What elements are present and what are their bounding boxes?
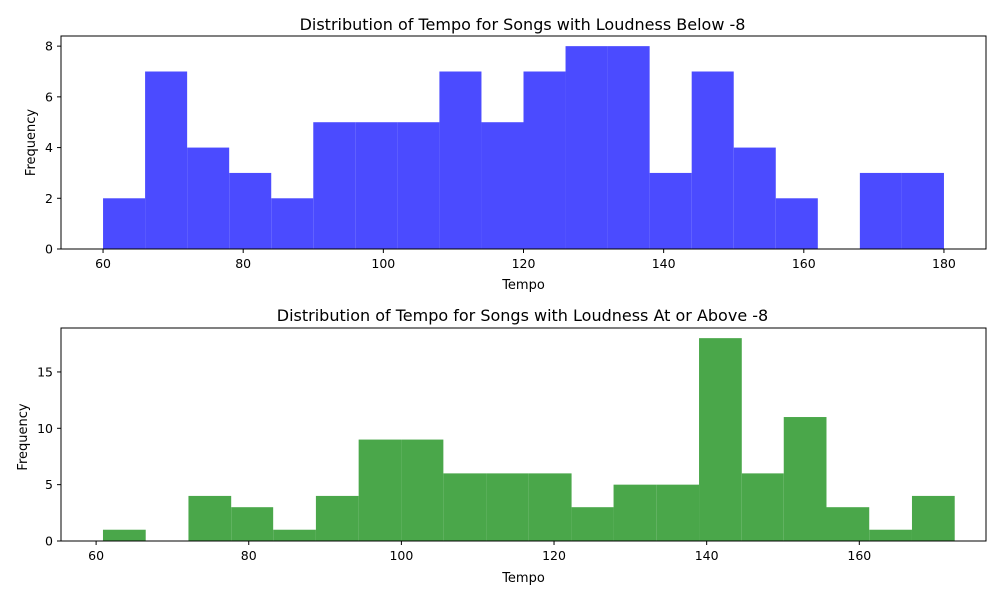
x-tick-label: 100 [389, 548, 413, 563]
x-axis-label: Tempo [501, 278, 545, 293]
histogram-bar [313, 122, 356, 249]
histogram-bar [315, 495, 359, 541]
histogram-bar [826, 507, 870, 541]
histogram-bar [231, 507, 274, 541]
histogram-bar [102, 529, 146, 541]
histogram-bar [271, 198, 314, 249]
histogram-bar [443, 473, 487, 541]
x-tick-label: 60 [95, 256, 111, 271]
plot-frame [60, 35, 987, 250]
histogram-bar [355, 122, 398, 249]
x-axis-label: Tempo [501, 571, 545, 586]
plot-frame [60, 327, 987, 542]
x-axis-ticks: 60 80 100 120 140 160 180 [95, 249, 956, 271]
x-tick-label: 100 [371, 256, 395, 271]
histogram-bar [273, 529, 316, 541]
histogram-bar [528, 473, 572, 541]
histogram-bar [901, 172, 944, 249]
y-tick-label: 2 [45, 191, 53, 206]
histogram-bar [358, 439, 402, 541]
histogram-bar [187, 147, 230, 249]
chart-title: Distribution of Tempo for Songs with Lou… [277, 306, 768, 325]
bars-group [102, 338, 955, 541]
histogram-bar [859, 172, 902, 249]
histogram-bar [486, 473, 529, 541]
y-tick-label: 0 [45, 242, 53, 257]
histogram-bar [783, 417, 827, 541]
histogram-bar [691, 71, 734, 249]
y-tick-label: 15 [37, 364, 53, 379]
histogram-panel-loudness-at-or-above: Distribution of Tempo for Songs with Lou… [16, 306, 987, 586]
y-axis-ticks: 0 2 4 6 8 [45, 39, 61, 257]
bars-group [103, 46, 944, 250]
y-tick-label: 10 [37, 421, 53, 436]
y-tick-label: 8 [45, 39, 53, 54]
x-tick-label: 140 [652, 256, 676, 271]
y-axis-label: Frequency [24, 109, 39, 176]
x-axis-ticks: 60 80 100 120 140 160 [88, 541, 871, 563]
histogram-bar [741, 473, 784, 541]
y-tick-label: 4 [45, 140, 53, 155]
histogram-bar [523, 71, 566, 249]
x-tick-label: 180 [932, 256, 956, 271]
histogram-bar [869, 529, 912, 541]
y-tick-label: 0 [45, 534, 53, 549]
histogram-bar [613, 484, 657, 541]
histogram-bar [188, 495, 232, 541]
x-tick-label: 60 [88, 548, 104, 563]
histogram-bar [571, 507, 614, 541]
histogram-bar [649, 172, 692, 249]
histogram-panel-loudness-below: Distribution of Tempo for Songs with Lou… [24, 15, 987, 293]
histogram-bar [481, 122, 524, 249]
histogram-bar [439, 71, 482, 249]
y-axis-ticks: 0 5 10 15 [37, 364, 61, 549]
histogram-bar [145, 71, 188, 249]
histogram-bar [397, 122, 440, 249]
histogram-bar [656, 484, 700, 541]
histogram-bar [699, 338, 742, 541]
x-tick-label: 120 [542, 548, 566, 563]
x-tick-label: 160 [792, 256, 816, 271]
x-tick-label: 140 [695, 548, 719, 563]
x-tick-label: 80 [241, 548, 257, 563]
y-tick-label: 5 [45, 477, 53, 492]
histogram-bar [775, 198, 818, 249]
histogram-bar [401, 439, 444, 541]
x-tick-label: 80 [235, 256, 251, 271]
histogram-bar [103, 198, 146, 249]
x-tick-label: 160 [847, 548, 871, 563]
histogram-bar [911, 495, 955, 541]
chart-title: Distribution of Tempo for Songs with Lou… [300, 15, 746, 34]
y-axis-label: Frequency [16, 403, 31, 470]
histogram-bar [565, 46, 608, 250]
y-tick-label: 6 [45, 89, 53, 104]
histogram-bar [607, 46, 650, 250]
histogram-bar [733, 147, 776, 249]
histogram-bar [229, 172, 272, 249]
x-tick-label: 120 [512, 256, 536, 271]
